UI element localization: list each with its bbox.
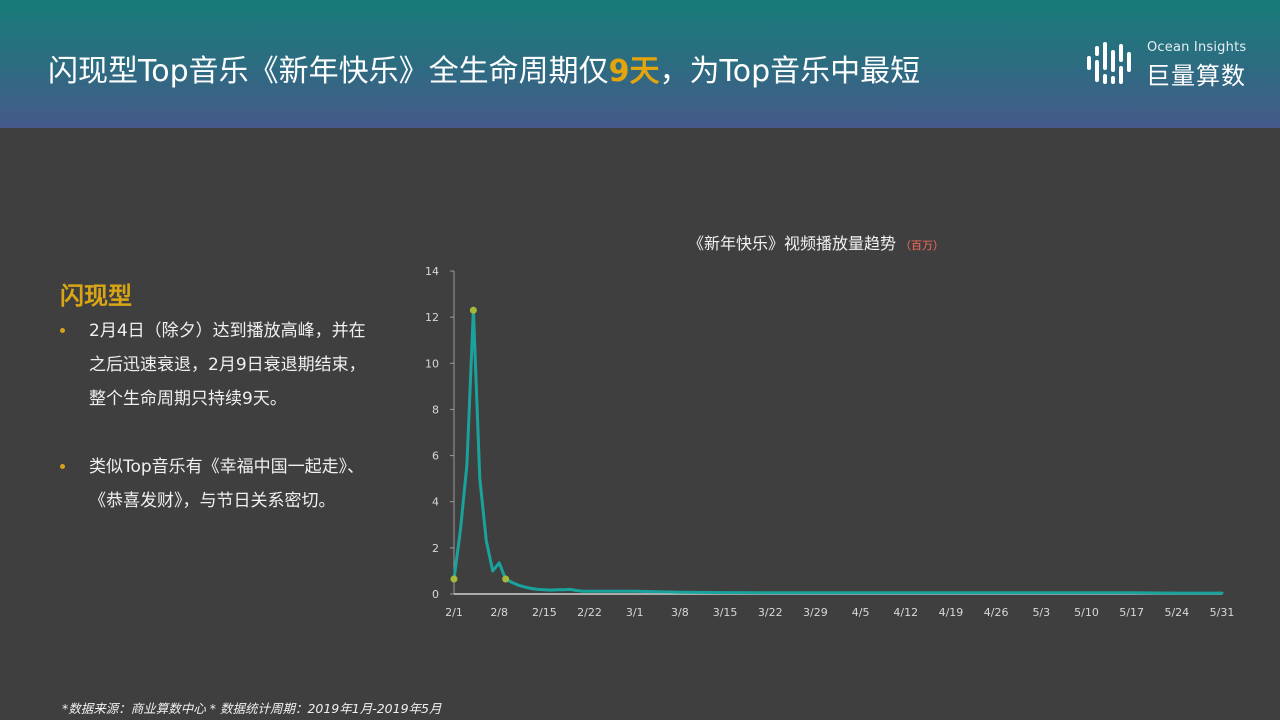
- x-tick-label: 3/29: [803, 606, 828, 619]
- y-tick-label: 6: [432, 450, 439, 463]
- x-tick-label: 5/31: [1210, 606, 1235, 619]
- y-tick-label: 14: [425, 265, 439, 278]
- y-tick-label: 4: [432, 496, 439, 509]
- y-tick-label: 0: [432, 588, 439, 601]
- header-banner: 闪现型Top音乐《新年快乐》全生命周期仅9天，为Top音乐中最短 Ocean I…: [0, 0, 1280, 128]
- bullet-dot-icon: [60, 464, 65, 469]
- x-tick-label: 2/22: [577, 606, 602, 619]
- title-text: 闪现型Top音乐《新年快乐》全生命周期仅: [48, 54, 609, 89]
- x-tick-label: 4/19: [939, 606, 964, 619]
- x-tick-label: 3/1: [626, 606, 644, 619]
- ocean-insights-bars-icon: [1087, 42, 1131, 84]
- chart-title: 《新年快乐》视频播放量趋势 （百万）: [688, 230, 944, 254]
- page-title: 闪现型Top音乐《新年快乐》全生命周期仅9天，为Top音乐中最短: [48, 46, 920, 90]
- x-tick-label: 2/8: [490, 606, 508, 619]
- category-title: 闪现型: [60, 282, 132, 310]
- data-point-marker: [450, 575, 458, 583]
- y-tick-label: 10: [425, 357, 439, 370]
- y-tick-label: 12: [425, 311, 439, 324]
- bullet-item: 类似Top音乐有《幸福中国一起走》、《恭喜发财》，与节日关系密切。: [60, 450, 370, 518]
- logo-chinese: 巨量算数: [1146, 62, 1246, 90]
- data-point-marker: [502, 575, 510, 583]
- x-tick-label: 4/12: [893, 606, 918, 619]
- y-tick-label: 8: [432, 403, 439, 416]
- x-tick-label: 2/1: [445, 606, 463, 619]
- chart-unit: （百万）: [900, 239, 945, 252]
- title-highlight: 9天: [608, 54, 660, 89]
- x-tick-label: 4/26: [984, 606, 1009, 619]
- x-tick-label: 3/8: [671, 606, 689, 619]
- logo-english: Ocean Insights: [1147, 40, 1247, 55]
- bullet-list: 2月4日（除夕）达到播放高峰，并在之后迅速衰退，2月9日衰退期结束，整个生命周期…: [60, 314, 370, 518]
- x-tick-label: 3/22: [758, 606, 783, 619]
- x-tick-label: 2/15: [532, 606, 557, 619]
- x-tick-label: 4/5: [852, 606, 870, 619]
- x-tick-label: 5/24: [1164, 606, 1189, 619]
- bullet-text: 2月4日（除夕）达到播放高峰，并在之后迅速衰退，2月9日衰退期结束，整个生命周期…: [89, 321, 366, 409]
- bullet-item: 2月4日（除夕）达到播放高峰，并在之后迅速衰退，2月9日衰退期结束，整个生命周期…: [60, 314, 370, 416]
- x-tick-label: 5/10: [1074, 606, 1099, 619]
- data-line: [452, 308, 1224, 595]
- y-tick-label: 2: [432, 542, 439, 555]
- logo: Ocean Insights 巨量算数: [1086, 38, 1266, 90]
- title-text-end: ，为Top音乐中最短: [659, 54, 921, 89]
- data-point-marker: [469, 306, 477, 314]
- bullet-dot-icon: [60, 328, 65, 333]
- x-tick-label: 5/17: [1119, 606, 1144, 619]
- chart-title-text: 《新年快乐》视频播放量趋势: [688, 234, 897, 253]
- footer-note: *数据来源：商业算数中心 * 数据统计周期：2019年1月-2019年5月: [62, 701, 442, 716]
- x-tick-label: 3/15: [713, 606, 738, 619]
- x-tick-label: 5/3: [1032, 606, 1050, 619]
- bullet-text: 类似Top音乐有《幸福中国一起走》、《恭喜发财》，与节日关系密切。: [89, 457, 365, 511]
